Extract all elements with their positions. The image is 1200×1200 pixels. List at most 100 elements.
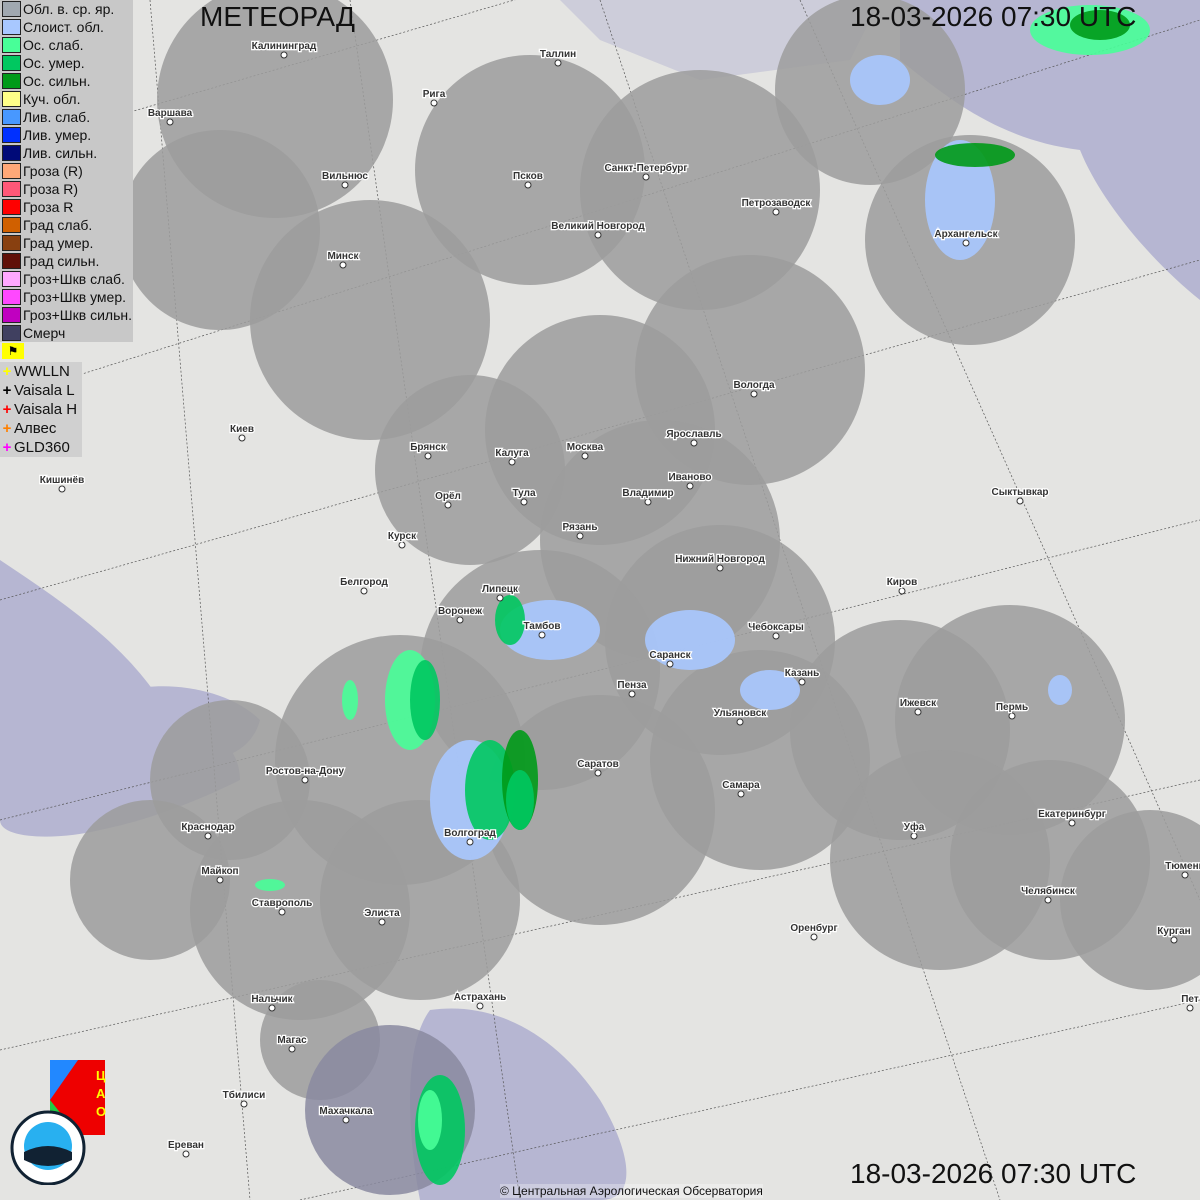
city-label: Тюмень xyxy=(1165,861,1200,872)
city-marker: Вильнюс xyxy=(321,170,370,189)
legend-label: Град умер. xyxy=(23,235,94,251)
city-marker: Екатеринбург xyxy=(1037,807,1107,827)
legend-item: Лив. сильн. xyxy=(0,144,133,162)
city-dot xyxy=(204,832,212,840)
city-dot xyxy=(737,790,745,798)
city-marker: Иваново xyxy=(667,471,713,490)
legend-swatch xyxy=(2,37,21,53)
city-label: Махачкала xyxy=(319,1106,373,1117)
city-dot xyxy=(240,1100,248,1108)
legend-swatch xyxy=(2,325,21,341)
precipitation-echo xyxy=(1048,675,1072,705)
city-label: Великий Новгород xyxy=(551,221,645,232)
legend-item: Ос. умер. xyxy=(0,54,133,72)
city-marker: Таллин xyxy=(539,48,577,67)
precipitation-echo xyxy=(410,660,440,740)
legend-label: Ос. сильн. xyxy=(23,73,91,89)
datetime-top: 18-03-2026 07:30 UTC xyxy=(850,1,1137,32)
city-label: Саранск xyxy=(649,650,691,661)
city-marker: Чебоксары xyxy=(747,620,805,640)
city-marker: Калининград xyxy=(250,40,318,59)
city-label: Сыктывкар xyxy=(991,487,1048,498)
legend-item: Гроза R xyxy=(0,198,133,216)
city-dot xyxy=(798,678,806,686)
city-label: Челябинск xyxy=(1021,885,1076,897)
city-marker: Курган xyxy=(1156,925,1192,944)
legend-label: Лив. сильн. xyxy=(23,145,98,161)
city-dot xyxy=(288,1045,296,1053)
precipitation-echo xyxy=(418,1090,442,1150)
city-marker: Челябинск xyxy=(1020,884,1077,904)
city-dot xyxy=(339,261,347,269)
city-label: Оренбург xyxy=(790,922,837,934)
city-label: Астрахань xyxy=(454,992,507,1003)
radar-coverage-circle xyxy=(250,200,490,440)
city-marker: Липецк xyxy=(481,583,520,602)
city-label: Архангельск xyxy=(934,229,998,240)
city-marker: Минск xyxy=(326,250,361,269)
legend-swatch xyxy=(2,289,21,305)
city-dot xyxy=(642,173,650,181)
lightning-label: WWLLN xyxy=(14,363,70,380)
city-dot xyxy=(1068,819,1076,827)
city-dot xyxy=(628,690,636,698)
city-label: Орёл xyxy=(435,491,461,502)
city-dot xyxy=(581,452,589,460)
city-label: Псков xyxy=(513,171,543,182)
city-marker: Майкоп xyxy=(200,865,240,884)
legend-label: Гроза (R) xyxy=(23,163,83,179)
city-dot xyxy=(716,564,724,572)
precipitation-legend: Обл. в. ср. яр. Слоист. обл. Ос. слаб. Ос. … xyxy=(0,0,133,342)
city-label: Калининград xyxy=(252,41,317,52)
legend-swatch xyxy=(2,307,21,323)
city-dot xyxy=(216,876,224,884)
city-label: Брянск xyxy=(410,442,447,453)
city-marker: Ставрополь xyxy=(251,897,313,916)
city-dot xyxy=(430,99,438,107)
city-marker: Ярославль xyxy=(665,428,723,447)
city-dot xyxy=(182,1150,190,1158)
city-dot xyxy=(378,918,386,926)
city-marker: Ростов-на-Дону xyxy=(265,765,346,784)
precipitation-echo xyxy=(465,740,515,840)
flag-icon[interactable]: ⚑ xyxy=(2,343,24,359)
lightning-cross-icon: + xyxy=(2,382,12,399)
city-label: Рига xyxy=(423,89,446,100)
city-dot xyxy=(341,181,349,189)
city-label: Ереван xyxy=(168,1140,204,1151)
city-dot xyxy=(278,908,286,916)
legend-swatch xyxy=(2,163,21,179)
city-dot xyxy=(538,631,546,639)
city-marker: Санкт-Петербург xyxy=(603,161,689,181)
city-marker: Рига xyxy=(421,88,447,107)
city-marker: Воронеж xyxy=(437,605,484,624)
city-label: Иваново xyxy=(668,472,711,483)
legend-item: Град умер. xyxy=(0,234,133,252)
city-dot xyxy=(1016,497,1024,505)
precipitation-echo xyxy=(506,770,534,830)
city-dot xyxy=(644,498,652,506)
city-label: Саратов xyxy=(577,759,619,770)
city-marker: Архангельск xyxy=(933,228,1000,247)
city-marker: Тюмень xyxy=(1164,860,1200,879)
legend-swatch xyxy=(2,73,21,89)
radar-coverage xyxy=(70,0,1200,1195)
precipitation-echo xyxy=(935,143,1015,167)
city-label: Элиста xyxy=(364,908,400,919)
legend-item: Лив. слаб. xyxy=(0,108,133,126)
city-label: Липецк xyxy=(482,584,519,595)
legend-item: Гроз+Шкв слаб. xyxy=(0,270,133,288)
city-marker: Киров xyxy=(885,576,919,595)
city-label: Владимир xyxy=(622,488,673,499)
legend-label: Гроз+Шкв сильн. xyxy=(23,307,132,323)
city-label: Нижний Новгород xyxy=(675,554,765,565)
legend-swatch xyxy=(2,253,21,269)
lightning-legend: + WWLLN + Vaisala L + Vaisala H + Алвес + GLD360 xyxy=(0,362,82,457)
city-dot xyxy=(576,532,584,540)
legend-label: Ос. слаб. xyxy=(23,37,84,53)
city-label: Тула xyxy=(512,488,536,499)
city-dot xyxy=(496,594,504,602)
city-marker: Ереван xyxy=(167,1139,205,1158)
legend-label: Гроз+Шкв слаб. xyxy=(23,271,125,287)
